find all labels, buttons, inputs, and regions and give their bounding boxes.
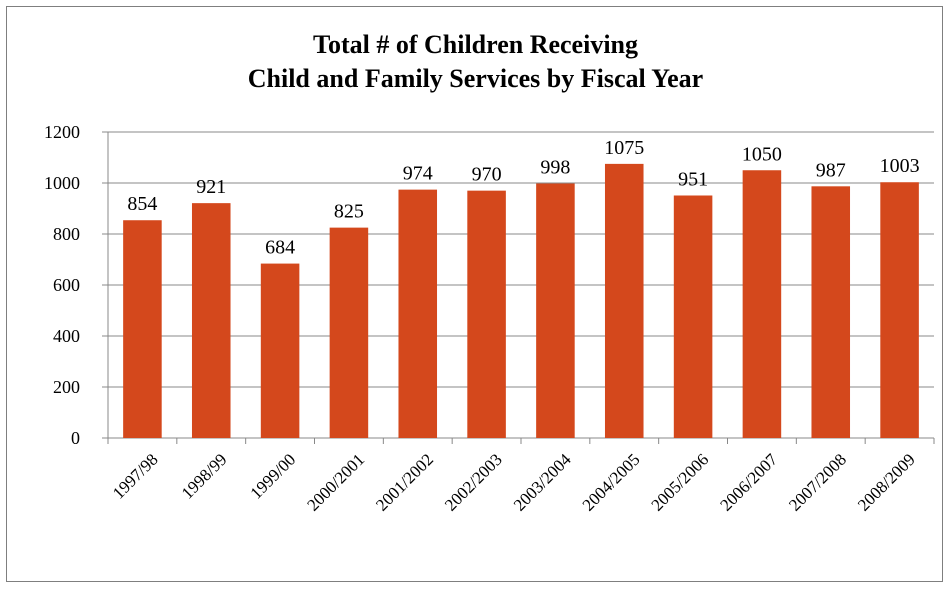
x-tick-label: 2006/2007 — [716, 450, 781, 515]
data-label: 998 — [540, 157, 570, 179]
y-tick-label: 200 — [53, 377, 80, 397]
bar — [880, 182, 919, 438]
y-tick-label: 1200 — [44, 122, 80, 142]
chart-title: Total # of Children Receiving Child and … — [0, 28, 951, 96]
data-label: 854 — [127, 193, 157, 215]
x-tick-label: 1997/98 — [109, 450, 162, 503]
gridlines — [108, 131, 934, 388]
x-tick-label: 1998/99 — [178, 450, 231, 503]
bar — [260, 263, 300, 438]
bar — [604, 163, 644, 438]
bar — [673, 195, 713, 438]
data-label: 921 — [196, 176, 226, 198]
data-label: 974 — [403, 163, 433, 185]
x-tick-labels: 1997/98 1998/99 1999/00 2000/2001 2001/2002 2… — [109, 450, 919, 515]
data-labels: 854 921 684 825 974 970 998 1075 951 1050 987 1003 — [127, 137, 919, 259]
y-tick-labels: 0 200 400 600 800 1000 1200 — [44, 122, 80, 448]
chart-title-line-2: Child and Family Services by Fiscal Year — [247, 64, 704, 93]
y-tick-label: 800 — [53, 224, 80, 244]
data-label: 1050 — [742, 143, 782, 165]
bar — [536, 183, 575, 438]
bar — [123, 220, 162, 438]
data-label: 1075 — [604, 137, 644, 159]
data-label: 970 — [472, 164, 502, 186]
y-tick-label: 600 — [53, 275, 80, 295]
x-tick-label: 2005/2006 — [648, 450, 713, 515]
data-label: 987 — [816, 159, 846, 181]
x-tick-label: 2008/2009 — [854, 450, 919, 515]
data-label: 1003 — [880, 155, 920, 177]
x-tick-label: 2007/2008 — [785, 450, 850, 515]
x-tick-label: 2001/2002 — [372, 450, 437, 515]
bar — [811, 186, 851, 438]
bar — [467, 190, 506, 438]
bar — [191, 203, 231, 438]
x-tick-label: 2003/2004 — [510, 450, 575, 515]
bar — [742, 170, 782, 438]
data-label: 951 — [678, 168, 708, 190]
data-label: 825 — [334, 201, 364, 223]
y-tick-label: 0 — [71, 428, 80, 448]
data-label: 684 — [265, 237, 295, 259]
y-tick-label: 1000 — [44, 173, 80, 193]
x-tick-label: 2004/2005 — [579, 450, 644, 515]
bars — [123, 163, 919, 438]
y-tick-label: 400 — [53, 326, 80, 346]
bar — [329, 227, 369, 438]
x-tick-label: 1999/00 — [247, 450, 300, 503]
x-tick-label: 2002/2003 — [441, 450, 506, 515]
axes — [102, 131, 935, 444]
x-tick-label: 2000/2001 — [303, 450, 368, 515]
bar — [398, 189, 438, 438]
chart-title-line-1: Total # of Children Receiving — [312, 30, 638, 59]
